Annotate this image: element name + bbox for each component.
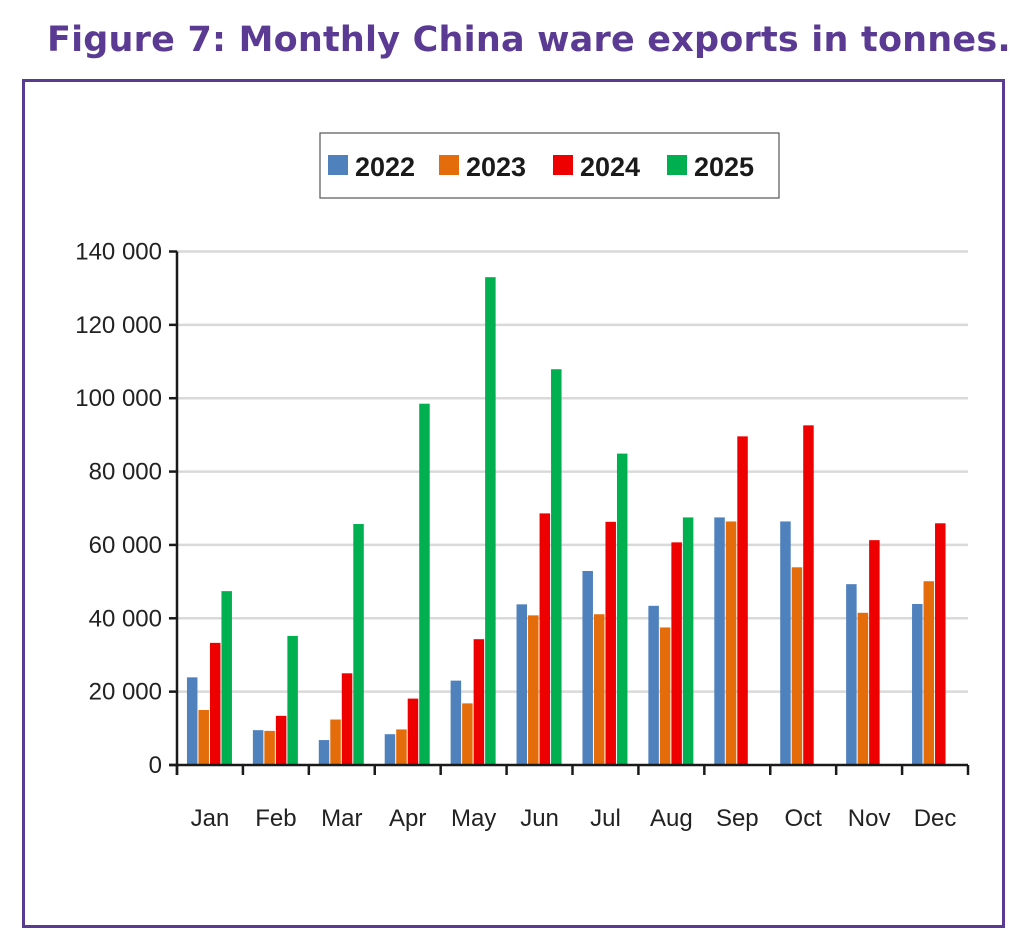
bar-2025-apr [419, 403, 430, 765]
x-tick-label: Jun [520, 805, 559, 832]
legend-box [319, 132, 780, 199]
bar-2022-feb [252, 730, 264, 765]
bar-2022-nov [846, 584, 857, 765]
bar-2022-aug [648, 605, 659, 765]
bar-2025-jan [221, 591, 232, 765]
y-tick-labels: 0 20 000 40 000 60 000 80 000 100 000 120 000 1… [75, 239, 162, 780]
x-tick-labels: Jan Feb Mar Apr May Jun Jul Aug Sep Oct Nov Dec [191, 805, 957, 832]
bar-2024-dec [935, 523, 946, 765]
bar-2022-oct [780, 521, 791, 765]
bar-2023-jun [528, 615, 539, 765]
x-tick-label: Apr [389, 805, 426, 832]
x-tick-label: Aug [650, 805, 693, 832]
x-tick-label: Nov [848, 805, 891, 832]
bar-2024-jan [209, 642, 221, 765]
x-tick-label: Feb [255, 805, 296, 832]
bar-2024-aug [671, 542, 682, 765]
legend-swatch-2023 [439, 155, 459, 175]
legend: 2022 2023 2024 2025 [319, 132, 780, 199]
bar-2024-nov [869, 540, 880, 765]
x-tick-label: May [451, 805, 496, 832]
bar-2025-mar [353, 524, 364, 765]
bar-2022-jul [582, 570, 593, 765]
bar-2022-mar [318, 740, 330, 765]
bar-2025-jun [551, 369, 562, 765]
gridlines [177, 250, 968, 693]
x-tick-label: Jul [590, 805, 621, 832]
bar-2024-mar [341, 673, 353, 765]
y-tick-label: 40 000 [89, 605, 162, 632]
legend-label-2023: 2023 [466, 152, 526, 182]
bars [186, 277, 946, 765]
y-tick-label: 100 000 [75, 385, 162, 412]
figure-title: Figure 7: Monthly China ware exports in … [47, 20, 1011, 60]
legend-swatch-2025 [667, 155, 687, 175]
bar-2023-jan [198, 709, 209, 765]
y-tick-label: 120 000 [75, 312, 162, 339]
bar-2023-dec [923, 581, 935, 765]
bar-2023-mar [330, 719, 341, 765]
bar-2023-jul [593, 614, 605, 765]
bar-2023-oct [791, 567, 803, 765]
x-tick-label: Jan [191, 805, 230, 832]
y-tick-label: 20 000 [89, 679, 162, 706]
legend-swatch-2022 [328, 155, 348, 175]
bar-2022-jan [186, 677, 198, 765]
bar-2024-jun [539, 513, 551, 765]
x-tick-label: Oct [785, 805, 823, 832]
bar-2023-aug [659, 627, 671, 765]
bar-2023-feb [264, 730, 275, 765]
bar-2025-jul [616, 453, 628, 765]
legend-label-2022: 2022 [355, 152, 415, 182]
bar-2024-feb [275, 715, 287, 765]
bar-2024-may [473, 639, 485, 765]
x-tick-label: Sep [716, 805, 759, 832]
x-tick-label: Dec [914, 805, 957, 832]
bar-2022-sep [714, 517, 725, 765]
bar-2025-aug [682, 517, 694, 765]
y-tick-label: 140 000 [75, 239, 162, 266]
bar-2023-may [462, 703, 473, 765]
bar-2022-jun [516, 604, 528, 765]
bar-2022-dec [912, 603, 923, 765]
bar-2024-sep [737, 436, 748, 765]
x-tick-label: Mar [321, 805, 362, 832]
legend-label-2024: 2024 [580, 152, 640, 182]
figure-frame [22, 79, 1005, 928]
legend-swatch-2024 [553, 155, 573, 175]
bar-2023-apr [396, 729, 407, 765]
bar-2025-may [485, 277, 496, 765]
bar-2023-sep [725, 521, 737, 765]
bar-2022-apr [384, 734, 396, 765]
bar-2024-oct [803, 425, 814, 765]
axes [169, 250, 970, 775]
y-tick-label: 80 000 [89, 459, 162, 486]
y-tick-label: 0 [149, 752, 162, 779]
bar-2023-nov [857, 612, 869, 765]
bar-2022-may [450, 680, 462, 765]
y-tick-label: 60 000 [89, 532, 162, 559]
legend-label-2025: 2025 [694, 152, 754, 182]
bar-2024-apr [407, 698, 419, 765]
bar-2025-feb [287, 635, 298, 765]
bar-2024-jul [605, 521, 616, 765]
